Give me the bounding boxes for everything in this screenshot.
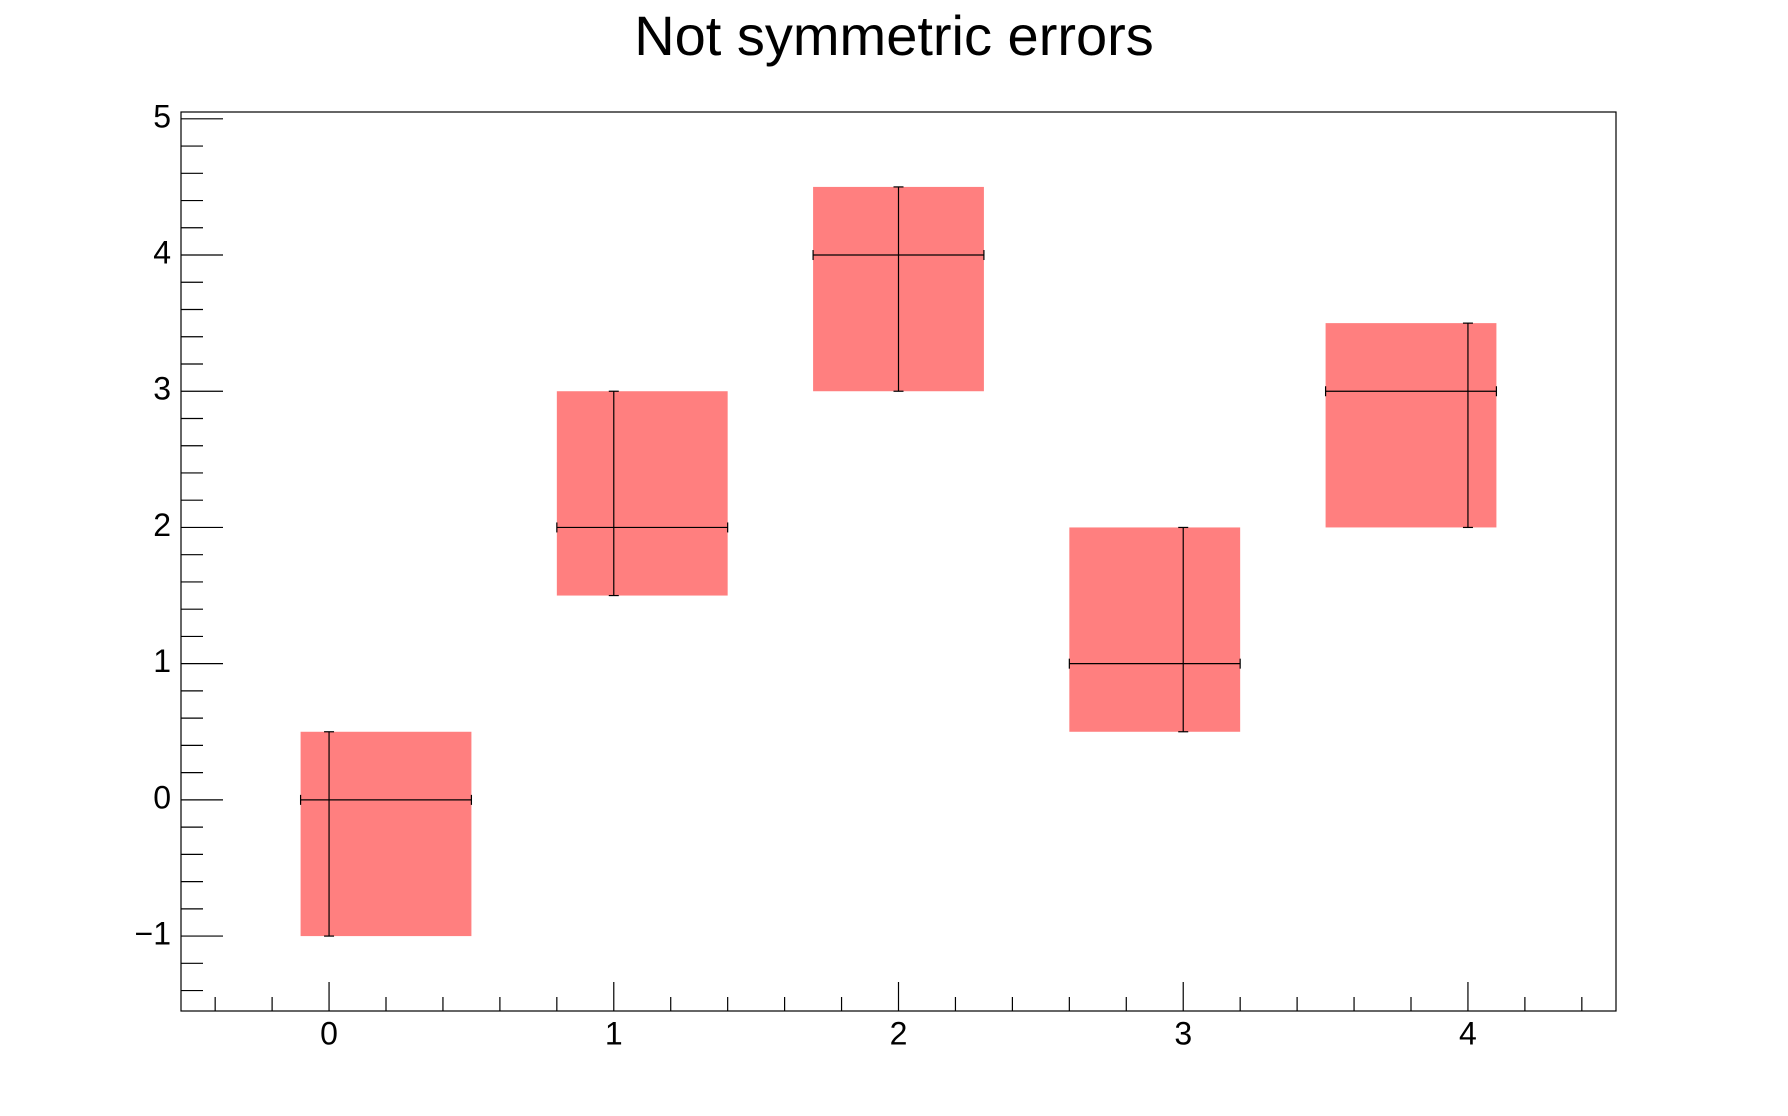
y-tick-label: 2 <box>153 507 171 543</box>
error-box <box>1069 527 1241 732</box>
error-box <box>300 731 472 937</box>
chart-title: Not symmetric errors <box>634 4 1154 67</box>
y-tick-label: −1 <box>135 916 171 952</box>
error-box <box>1325 323 1497 528</box>
y-tick-label: 0 <box>153 779 171 815</box>
y-tick-label: 1 <box>153 643 171 679</box>
error-box <box>556 391 728 596</box>
y-tick-label: 3 <box>153 371 171 407</box>
y-tick-label: 4 <box>153 234 171 270</box>
x-tick-label: 2 <box>890 1015 908 1051</box>
x-tick-label: 3 <box>1174 1015 1192 1051</box>
y-tick-label: 5 <box>153 98 171 134</box>
x-tick-label: 0 <box>320 1015 338 1051</box>
x-tick-label: 1 <box>605 1015 623 1051</box>
x-tick-label: 4 <box>1459 1015 1477 1051</box>
